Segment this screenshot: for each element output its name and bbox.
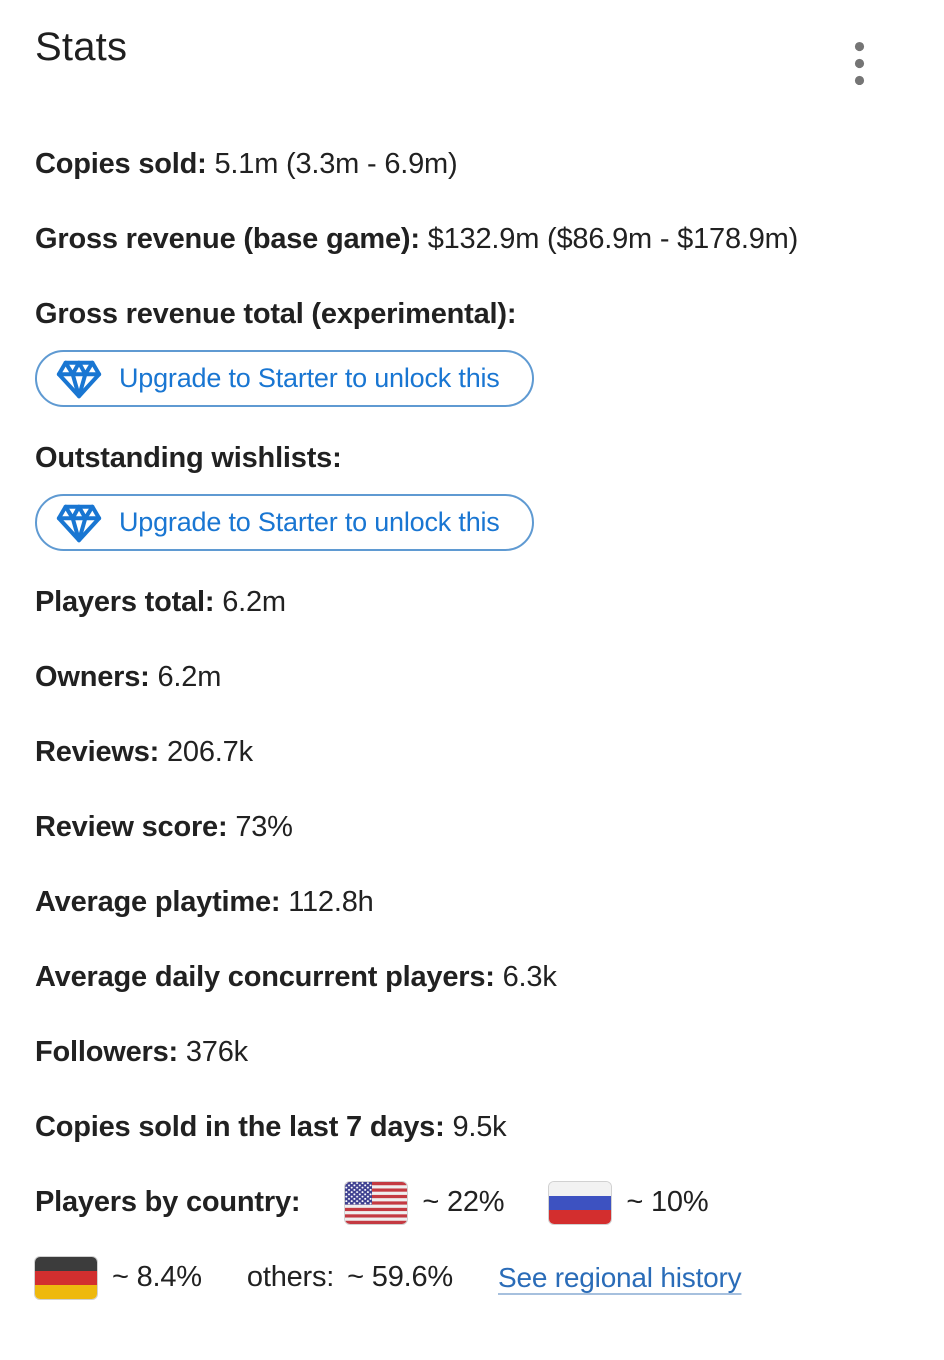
- stat-average-playtime: Average playtime: 112.8h: [35, 875, 865, 930]
- stat-label: Gross revenue total (experimental):: [35, 298, 517, 330]
- stat-gross-revenue-base: Gross revenue (base game): $132.9m ($86.…: [35, 212, 865, 267]
- country-entry-russia: ~ 10%: [549, 1175, 709, 1230]
- stat-average-daily-concurrent-players: Average daily concurrent players: 6.3k: [35, 950, 865, 1005]
- stat-label: Players by country:: [35, 1186, 301, 1218]
- russia-flag-icon: [549, 1181, 612, 1224]
- stat-value: $132.9m ($86.9m - $178.9m): [427, 223, 799, 255]
- upgrade-to-starter-button[interactable]: Upgrade to Starter to unlock this: [35, 494, 534, 551]
- stat-copies-sold-last-7-days: Copies sold in the last 7 days: 9.5k: [35, 1100, 865, 1155]
- others-label: others:: [246, 1261, 335, 1293]
- stat-label: Players total:: [35, 586, 215, 618]
- country-share: ~ 22%: [422, 1186, 505, 1218]
- stat-locked-row: Outstanding wishlists:: [35, 431, 865, 486]
- stat-value: 112.8h: [288, 886, 374, 918]
- country-others: others: ~ 59.6%: [247, 1250, 453, 1305]
- stats-card: Stats Copies sold: 5.1m (3.3m - 6.9m) Gr…: [35, 0, 909, 1305]
- players-by-country-row-1: Players by country:: [35, 1175, 909, 1230]
- stat-locked-row: Gross revenue total (experimental):: [35, 287, 865, 342]
- stat-label: Copies sold in the last 7 days:: [35, 1111, 445, 1143]
- stat-value: 376k: [185, 1036, 248, 1068]
- germany-flag-icon: [35, 1256, 97, 1299]
- card-menu-button[interactable]: [846, 36, 873, 91]
- stat-label: Gross revenue (base game):: [35, 223, 420, 255]
- upgrade-to-starter-button[interactable]: Upgrade to Starter to unlock this: [35, 350, 534, 407]
- stat-label: Reviews:: [35, 736, 160, 768]
- upgrade-button-label: Upgrade to Starter to unlock this: [119, 363, 500, 393]
- country-share: ~ 10%: [626, 1186, 709, 1218]
- card-title: Stats: [35, 25, 128, 69]
- stat-value: 9.5k: [452, 1111, 507, 1143]
- stat-review-score: Review score: 73%: [35, 800, 865, 855]
- stat-reviews: Reviews: 206.7k: [35, 725, 865, 780]
- stat-label: Average daily concurrent players:: [35, 961, 495, 993]
- stat-value: 6.2m: [222, 586, 286, 618]
- united-states-flag-icon: [345, 1181, 408, 1224]
- stat-label: Followers:: [35, 1036, 179, 1068]
- country-entry-germany: ~ 8.4%: [35, 1250, 202, 1305]
- see-regional-history-link[interactable]: See regional history: [498, 1262, 742, 1293]
- diamond-icon: [56, 500, 102, 546]
- stat-value: 6.3k: [502, 961, 557, 993]
- diamond-icon: [56, 356, 102, 402]
- stat-value: 6.2m: [157, 661, 222, 693]
- stat-value: 73%: [235, 811, 293, 843]
- others-share: ~ 59.6%: [347, 1261, 453, 1293]
- stat-value: 206.7k: [167, 736, 253, 768]
- stat-gross-revenue-total: Gross revenue total (experimental): Upgr…: [35, 287, 909, 407]
- players-by-country-row-2: ~ 8.4% others: ~ 59.6% See regional hist…: [35, 1250, 909, 1305]
- stat-label: Outstanding wishlists:: [35, 442, 342, 474]
- kebab-menu-icon: [854, 40, 865, 87]
- stat-outstanding-wishlists: Outstanding wishlists: Upgrade to Starte…: [35, 431, 909, 551]
- stat-label: Owners:: [35, 661, 150, 693]
- stat-owners: Owners: 6.2m: [35, 650, 865, 705]
- stat-label: Average playtime:: [35, 886, 281, 918]
- stat-value: 5.1m (3.3m - 6.9m): [214, 148, 458, 180]
- stat-players-total: Players total: 6.2m: [35, 575, 865, 630]
- country-share: ~ 8.4%: [112, 1261, 202, 1293]
- stat-copies-sold: Copies sold: 5.1m (3.3m - 6.9m): [35, 137, 865, 192]
- card-header: Stats: [35, 0, 909, 91]
- stat-label: Copies sold:: [35, 148, 207, 180]
- country-entry-united-states: ~ 22%: [345, 1175, 505, 1230]
- stat-followers: Followers: 376k: [35, 1025, 865, 1080]
- upgrade-button-label: Upgrade to Starter to unlock this: [119, 507, 500, 537]
- stat-label: Review score:: [35, 811, 228, 843]
